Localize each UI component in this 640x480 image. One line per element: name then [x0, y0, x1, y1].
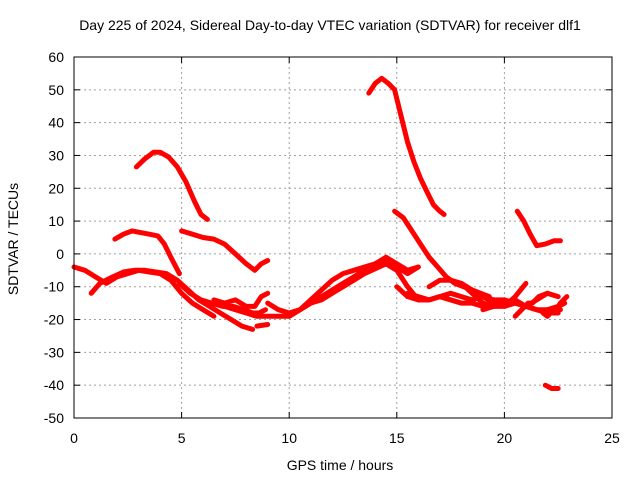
x-tick-label: 0 [70, 430, 78, 446]
y-tick-label: 10 [48, 213, 64, 229]
series-line-s11 [286, 261, 464, 319]
x-axis-label: GPS time / hours [287, 457, 394, 473]
x-tick-label: 20 [497, 430, 513, 446]
series-line-s6 [179, 228, 271, 273]
x-tick-label: 25 [604, 430, 620, 446]
series-line-s4 [133, 149, 210, 222]
y-tick-label: -10 [44, 279, 64, 295]
plot-frame [73, 56, 613, 419]
series-line-s3 [112, 228, 182, 277]
series-line-s8 [222, 258, 421, 319]
x-tick-label: 10 [281, 430, 297, 446]
grid-lines [74, 57, 612, 418]
series-line-s9 [254, 322, 271, 329]
y-tick-label: -50 [44, 410, 64, 426]
series-line-s23 [542, 382, 561, 391]
series-line-s7 [211, 290, 271, 309]
series-line-s22 [553, 294, 570, 313]
y-tick-label: -20 [44, 312, 64, 328]
series-line-s2 [88, 267, 256, 332]
series-line-s20 [514, 208, 563, 249]
y-tick-label: -40 [44, 377, 64, 393]
y-tick-label: 40 [48, 115, 64, 131]
y-tick-label: 60 [48, 49, 64, 65]
x-tick-label: 15 [389, 430, 405, 446]
y-tick-label: 50 [48, 82, 64, 98]
series-layer [71, 75, 570, 391]
y-tick-label: -30 [44, 344, 64, 360]
series-line-s19 [512, 290, 561, 319]
y-tick-label: 30 [48, 147, 64, 163]
y-tick-label: 0 [56, 246, 64, 262]
chart-title: Day 225 of 2024, Sidereal Day-to-day VTE… [79, 17, 581, 33]
x-tick-label: 5 [178, 430, 186, 446]
y-tick-label: 20 [48, 180, 64, 196]
series-line-s18 [480, 297, 507, 313]
y-axis-label: SDTVAR / TECUs [5, 183, 21, 295]
series-line-s12 [366, 75, 447, 217]
axis-ticks: 0 5 10 15 20 25 -50 -40 -30 -20 -10 0 10 20 30 40 50 60 [44, 49, 620, 446]
